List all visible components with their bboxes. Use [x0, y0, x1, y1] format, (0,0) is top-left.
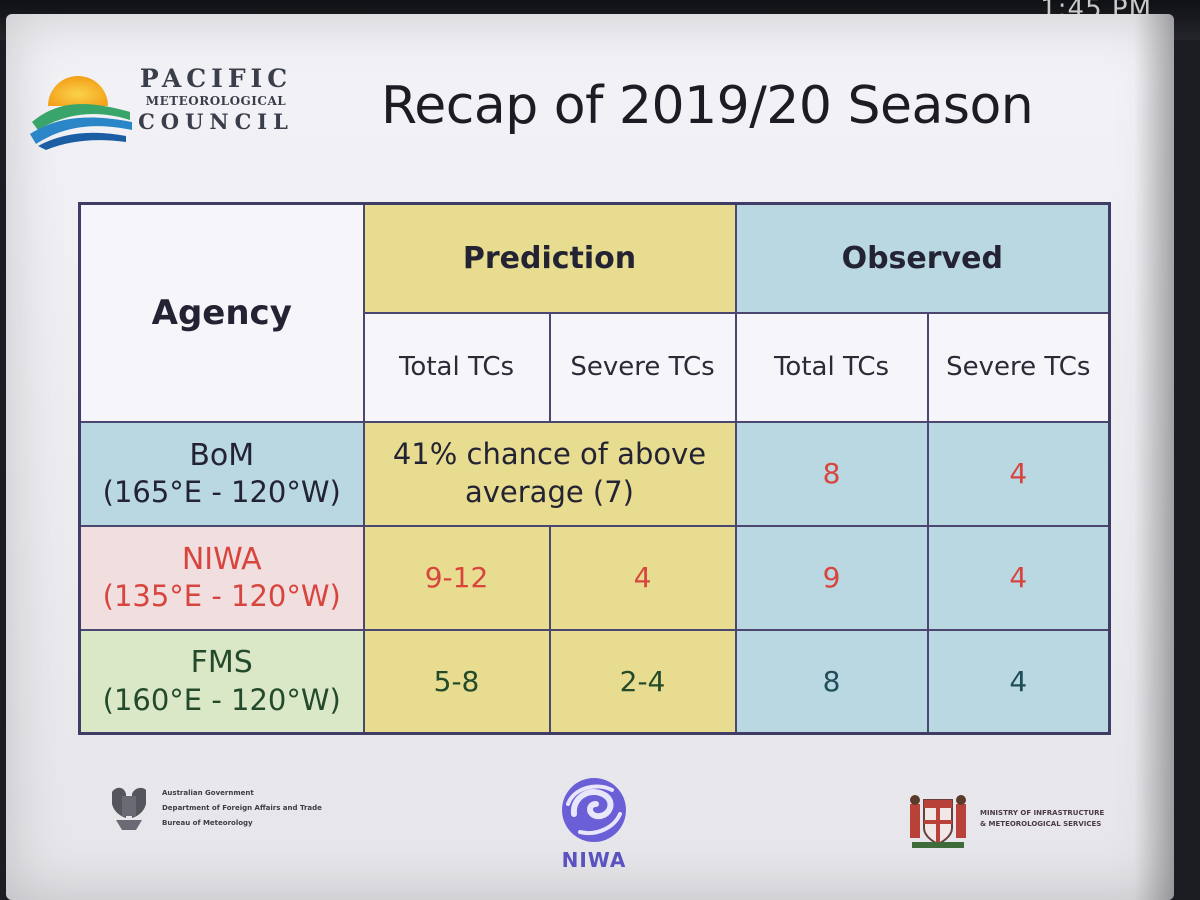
niwa-wordmark: NIWA [561, 848, 627, 872]
bom-prediction-note: 41% chance of above average (7) [362, 420, 737, 527]
australian-government-logo: Australian Government Department of Fore… [106, 782, 346, 852]
fiji-logo-text: MINISTRY OF INFRASTRUCTURE & METEOROLOGI… [980, 810, 1104, 832]
pacific-meteorological-council-logo: PACIFIC METEOROLOGICAL COUNCIL [28, 60, 298, 150]
agency-cell-niwa: NIWA (135°E - 120°W) [78, 524, 365, 631]
season-recap-table: Agency Prediction Observed Total TCs Sev… [78, 202, 1111, 735]
niwa-prediction-severe: 4 [548, 524, 737, 631]
prediction-header: Prediction [362, 202, 737, 314]
niwa-observed-severe: 4 [926, 524, 1111, 631]
logo-line-pacific: PACIFIC [139, 64, 293, 93]
prediction-severe-header: Severe TCs [548, 311, 737, 423]
table-row-bom: BoM (165°E - 120°W) 41% chance of above … [78, 420, 1111, 527]
prediction-note-line: 41% chance of above [392, 436, 707, 471]
fiji-coat-of-arms-icon [910, 795, 966, 848]
niwa-prediction-total: 9-12 [362, 524, 551, 631]
observed-total-header: Total TCs [734, 311, 929, 423]
table-header-row: Agency Prediction Observed [78, 202, 1111, 423]
table-subheader-row: Total TCs Severe TCs Total TCs Severe TC… [80, 311, 1111, 423]
presentation-slide: PACIFIC METEOROLOGICAL COUNCIL Recap of … [6, 14, 1174, 900]
agency-range: (135°E - 120°W) [102, 579, 341, 614]
fms-prediction-severe: 2-4 [548, 628, 737, 735]
agency-name: NIWA [181, 541, 262, 577]
table-row-niwa: NIWA (135°E - 120°W) 9-12 4 9 4 [78, 524, 1111, 631]
observed-severe-header: Severe TCs [926, 311, 1111, 423]
aus-line: Department of Foreign Affairs and Trade [162, 804, 322, 812]
observed-header: Observed [734, 202, 1111, 314]
agency-range: (160°E - 120°W) [102, 682, 341, 717]
logo-wordmark: PACIFIC METEOROLOGICAL COUNCIL [136, 66, 296, 132]
fiji-line: MINISTRY OF INFRASTRUCTURE [980, 809, 1105, 817]
fms-observed-total: 8 [734, 628, 929, 735]
fiji-line: & METEOROLOGICAL SERVICES [980, 820, 1102, 828]
fms-prediction-total: 5-8 [362, 628, 551, 735]
agency-cell-bom: BoM (165°E - 120°W) [78, 420, 365, 527]
fiji-government-logo: MINISTRY OF INFRASTRUCTURE & METEOROLOGI… [902, 790, 1142, 860]
agency-name: BoM [189, 437, 255, 473]
logo-line-council: COUNCIL [138, 109, 294, 134]
logo-line-meteorological: METEOROLOGICAL [145, 94, 287, 108]
fms-observed-severe: 4 [926, 628, 1111, 735]
agency-cell-fms: FMS (160°E - 120°W) [78, 628, 365, 735]
niwa-observed-total: 9 [734, 524, 929, 631]
aus-line: Australian Government [162, 789, 254, 797]
table-row-fms: FMS (160°E - 120°W) 5-8 2-4 8 4 [78, 628, 1111, 735]
agency-range: (165°E - 120°W) [102, 475, 341, 510]
bom-observed-severe: 4 [926, 420, 1111, 527]
prediction-total-header: Total TCs [362, 311, 551, 423]
niwa-logo: NIWA [544, 774, 644, 879]
slide-title: Recap of 2019/20 Season [381, 76, 1034, 136]
agency-header: Agency [78, 202, 365, 423]
aus-logo-text: Australian Government Department of Fore… [162, 790, 322, 835]
aus-line: Bureau of Meteorology [162, 819, 253, 827]
agency-name: FMS [190, 645, 253, 681]
prediction-note-line: average (7) [464, 474, 634, 509]
niwa-swirl-icon [562, 778, 626, 842]
sun-and-waves-icon [30, 76, 132, 150]
bom-observed-total: 8 [734, 420, 929, 527]
coat-of-arms-icon [112, 787, 146, 830]
